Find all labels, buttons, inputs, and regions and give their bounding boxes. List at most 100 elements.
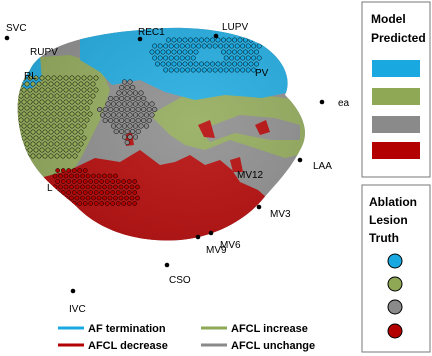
landmark-dot-svc (4, 35, 10, 41)
lesion-dot-afcl-decrease (99, 179, 105, 184)
lesion-dot-afcl-increase (33, 123, 39, 129)
lesion-dot-afcl-increase (24, 117, 30, 123)
lesion-dot-afcl-increase (63, 99, 69, 105)
lesion-dot-af-termination (251, 67, 257, 73)
lesion-cluster-afcl-increase (17, 75, 99, 159)
lesion-dot-afcl-unchange (113, 106, 119, 113)
lesion-dot-afcl-decrease (85, 173, 91, 179)
lesion-dot-af-termination (218, 43, 224, 49)
lesion-dot-af-termination (221, 49, 226, 55)
lesion-dot-afcl-increase (17, 75, 21, 81)
lesion-dot-afcl-increase (30, 93, 36, 99)
lesion-dot-afcl-increase (36, 153, 42, 159)
lesion-dot-af-termination (207, 67, 213, 73)
lesion-dot-afcl-unchange (130, 106, 136, 113)
lesion-dot-af-termination (251, 43, 257, 49)
lesion-dot-afcl-unchange (108, 106, 114, 113)
landmark-dot-ivc (70, 288, 76, 294)
lesion-dot-afcl-increase (45, 111, 51, 117)
lesion-dot-afcl-increase (39, 123, 45, 129)
lesion-dot-afcl-decrease (96, 184, 102, 190)
lesion-dot-afcl-increase (39, 87, 45, 93)
lesion-dot-af-termination (245, 67, 251, 73)
lesion-dot-af-termination (182, 61, 188, 67)
lesion-dot-afcl-unchange (130, 128, 136, 135)
lesion-dot-af-termination (163, 55, 169, 61)
lesion-dot-afcl-unchange (146, 106, 152, 113)
lesion-dot-afcl-unchange (132, 101, 139, 107)
lesion-dot-afcl-increase (60, 81, 66, 87)
lesion-dot-af-termination (166, 37, 171, 43)
lesion-dot-afcl-increase (66, 105, 72, 111)
lesion-dot-afcl-increase (27, 111, 33, 117)
landmark-label-mv12: MV12 (237, 170, 264, 181)
lesion-dot-afcl-decrease (88, 179, 94, 184)
lesion-dot-afcl-unchange (124, 95, 130, 102)
lesion-dot-afcl-increase (84, 117, 90, 123)
lesion-dot-afcl-increase (75, 75, 81, 81)
lesion-dot-afcl-decrease (118, 184, 124, 190)
landmark-label-lupv: LUPV (222, 22, 248, 33)
lesion-dot-afcl-unchange (127, 134, 133, 140)
lesion-dot-af-termination (243, 61, 248, 67)
lesion-dot-afcl-decrease (104, 179, 110, 184)
lesion-dot-afcl-unchange (127, 101, 133, 107)
lesion-dot-afcl-increase (54, 153, 60, 159)
lesion-dot-af-termination (179, 67, 185, 73)
lesion-dot-afcl-increase (21, 135, 27, 141)
lesion-dot-afcl-increase (51, 147, 57, 153)
lesion-dot-afcl-unchange (121, 134, 128, 140)
lesion-dot-afcl-unchange (138, 123, 144, 129)
lesion-dot-afcl-increase (87, 111, 93, 117)
lesion-dot-afcl-decrease (52, 184, 58, 190)
lesion-dot-af-termination (168, 55, 174, 61)
lesion-dot-afcl-decrease (88, 190, 94, 195)
lesion-dot-af-termination (221, 61, 226, 67)
lesion-dot-afcl-decrease (132, 190, 138, 195)
lesion-dot-afcl-increase (39, 135, 45, 141)
lesion-dot-afcl-increase (66, 117, 72, 123)
landmark-label-mv6: MV6 (220, 240, 241, 251)
lesion-dot-af-termination (207, 43, 213, 49)
lesion-dot-afcl-increase (48, 81, 54, 87)
lesion-dot-afcl-unchange (127, 112, 133, 118)
lesion-dot-afcl-increase (69, 75, 75, 81)
landmark-label-laa: LAA (313, 161, 332, 172)
lesion-dot-af-termination (179, 43, 185, 49)
lesion-dot-afcl-increase (51, 135, 57, 141)
lesion-dot-afcl-increase (63, 147, 69, 153)
lesion-dot-afcl-unchange (127, 79, 133, 85)
lesion-dot-afcl-increase (81, 111, 87, 117)
lesion-dot-afcl-unchange (149, 112, 155, 118)
swatch-afcl-decrease (372, 142, 420, 159)
lesion-dot-afcl-decrease (85, 184, 91, 190)
lesion-dot-afcl-decrease (129, 184, 135, 190)
lesion-dot-afcl-increase (54, 117, 60, 123)
lesion-dot-afcl-increase (54, 105, 60, 111)
lesion-dot-af-termination (254, 61, 259, 67)
lesion-dot-af-termination (182, 49, 188, 55)
lesion-dot-afcl-increase (27, 135, 33, 141)
landmark-label-mv9: MV9 (206, 245, 227, 256)
lesion-dot-afcl-decrease (113, 195, 118, 201)
lesion-dot-afcl-unchange (102, 117, 108, 124)
lesion-dot-afcl-increase (51, 111, 57, 117)
lesion-dot-afcl-decrease (96, 195, 102, 201)
lesion-dot-afcl-increase (39, 75, 45, 81)
lesion-dot-afcl-decrease (82, 201, 88, 206)
lesion-dot-afcl-unchange (135, 95, 141, 102)
lesion-dot-afcl-increase (66, 141, 72, 147)
lesion-dot-afcl-unchange (119, 95, 125, 102)
lesion-dot-afcl-increase (36, 141, 42, 147)
lesion-dot-af-termination (237, 37, 243, 43)
lesion-dot-afcl-unchange (113, 117, 119, 124)
lesion-dot-afcl-increase (30, 105, 36, 111)
lesion-dot-afcl-increase (27, 87, 33, 93)
lesion-dot-af-termination (240, 67, 246, 73)
lesion-dot-afcl-decrease (113, 184, 118, 190)
landmark-dot-rec1 (137, 36, 143, 42)
lesion-dot-afcl-increase (75, 147, 81, 153)
lesion-dot-afcl-increase (75, 99, 81, 105)
lesion-dot-afcl-decrease (63, 184, 69, 190)
lesion-dot-af-termination (193, 61, 199, 67)
